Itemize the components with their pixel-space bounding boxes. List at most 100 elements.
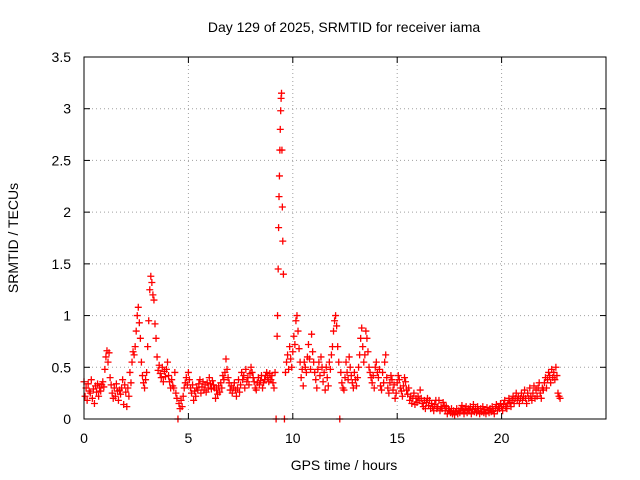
data-point — [275, 193, 283, 201]
data-point — [207, 385, 215, 393]
data-point — [352, 382, 360, 390]
data-point — [173, 394, 181, 402]
data-point — [161, 373, 169, 381]
x-tick-label: 5 — [185, 430, 193, 446]
data-point — [218, 384, 226, 392]
data-point — [331, 317, 339, 325]
data-point — [379, 368, 387, 376]
data-point — [376, 382, 384, 390]
data-point — [180, 384, 188, 392]
data-point — [141, 384, 149, 392]
data-point — [371, 363, 379, 371]
data-point — [273, 332, 281, 340]
data-point — [168, 376, 176, 384]
data-point — [94, 380, 102, 388]
data-point — [369, 372, 377, 380]
data-point — [288, 363, 296, 371]
data-point — [212, 394, 220, 402]
data-point — [363, 334, 371, 342]
data-point — [345, 353, 353, 361]
data-point — [542, 384, 550, 392]
data-point — [308, 330, 316, 338]
y-tick-label: 2 — [63, 204, 71, 220]
data-point — [278, 203, 286, 211]
data-point — [276, 125, 284, 133]
data-point — [145, 317, 153, 325]
data-point — [291, 341, 299, 349]
data-point — [271, 368, 279, 376]
data-point — [405, 384, 413, 392]
data-point — [121, 381, 129, 389]
data-point — [332, 312, 340, 320]
data-point — [501, 396, 509, 404]
x-tick-label: 15 — [389, 430, 405, 446]
data-point — [83, 396, 91, 404]
data-point — [255, 381, 263, 389]
data-point — [204, 384, 212, 392]
data-point — [138, 372, 146, 380]
data-point — [99, 378, 107, 386]
data-point — [170, 384, 178, 392]
data-point — [346, 363, 354, 371]
data-point — [100, 383, 108, 391]
x-tick-label: 20 — [494, 430, 510, 446]
data-point — [153, 353, 161, 361]
data-point — [252, 386, 260, 394]
data-point — [84, 380, 92, 388]
grid-lines — [84, 57, 606, 419]
data-point — [203, 379, 211, 387]
data-point — [372, 358, 380, 366]
data-point — [357, 334, 365, 342]
data-point — [490, 410, 498, 418]
data-point — [384, 384, 392, 392]
data-point — [224, 374, 232, 382]
data-point — [144, 343, 152, 351]
data-point — [536, 389, 544, 397]
data-point — [399, 382, 407, 390]
data-point — [544, 376, 552, 384]
data-point — [360, 358, 368, 366]
data-point — [499, 407, 507, 415]
plot-frame — [83, 56, 607, 420]
data-point — [172, 389, 180, 397]
data-point — [550, 368, 558, 376]
data-point — [88, 394, 96, 402]
data-point — [338, 379, 346, 387]
data-point — [274, 312, 282, 320]
data-point — [125, 392, 133, 400]
data-point — [327, 351, 335, 359]
data-point — [105, 349, 113, 357]
x-axis-label: GPS time / hours — [291, 457, 398, 473]
data-point — [289, 348, 297, 356]
data-points — [80, 89, 564, 423]
data-point — [355, 363, 363, 371]
data-point — [402, 378, 410, 386]
data-point — [178, 403, 186, 411]
data-point — [297, 374, 305, 382]
data-point — [366, 368, 374, 376]
data-point — [317, 353, 325, 361]
data-point — [136, 334, 144, 342]
data-point — [361, 351, 369, 359]
data-point — [497, 399, 505, 407]
y-tick-label: 3 — [63, 101, 71, 117]
data-point — [316, 372, 324, 380]
data-point — [365, 363, 373, 371]
data-point — [110, 384, 118, 392]
data-point — [208, 377, 216, 385]
data-point — [209, 381, 217, 389]
data-point — [97, 387, 105, 395]
data-point — [81, 392, 89, 400]
data-point — [439, 398, 447, 406]
data-point — [179, 392, 187, 400]
data-point — [325, 358, 333, 366]
data-point — [410, 389, 418, 397]
data-point — [428, 399, 436, 407]
data-point — [370, 384, 378, 392]
data-point — [313, 384, 321, 392]
data-point — [295, 345, 303, 353]
data-point — [537, 394, 545, 402]
data-point — [381, 358, 389, 366]
y-tick-label: 0.5 — [52, 359, 72, 375]
data-point — [392, 389, 400, 397]
